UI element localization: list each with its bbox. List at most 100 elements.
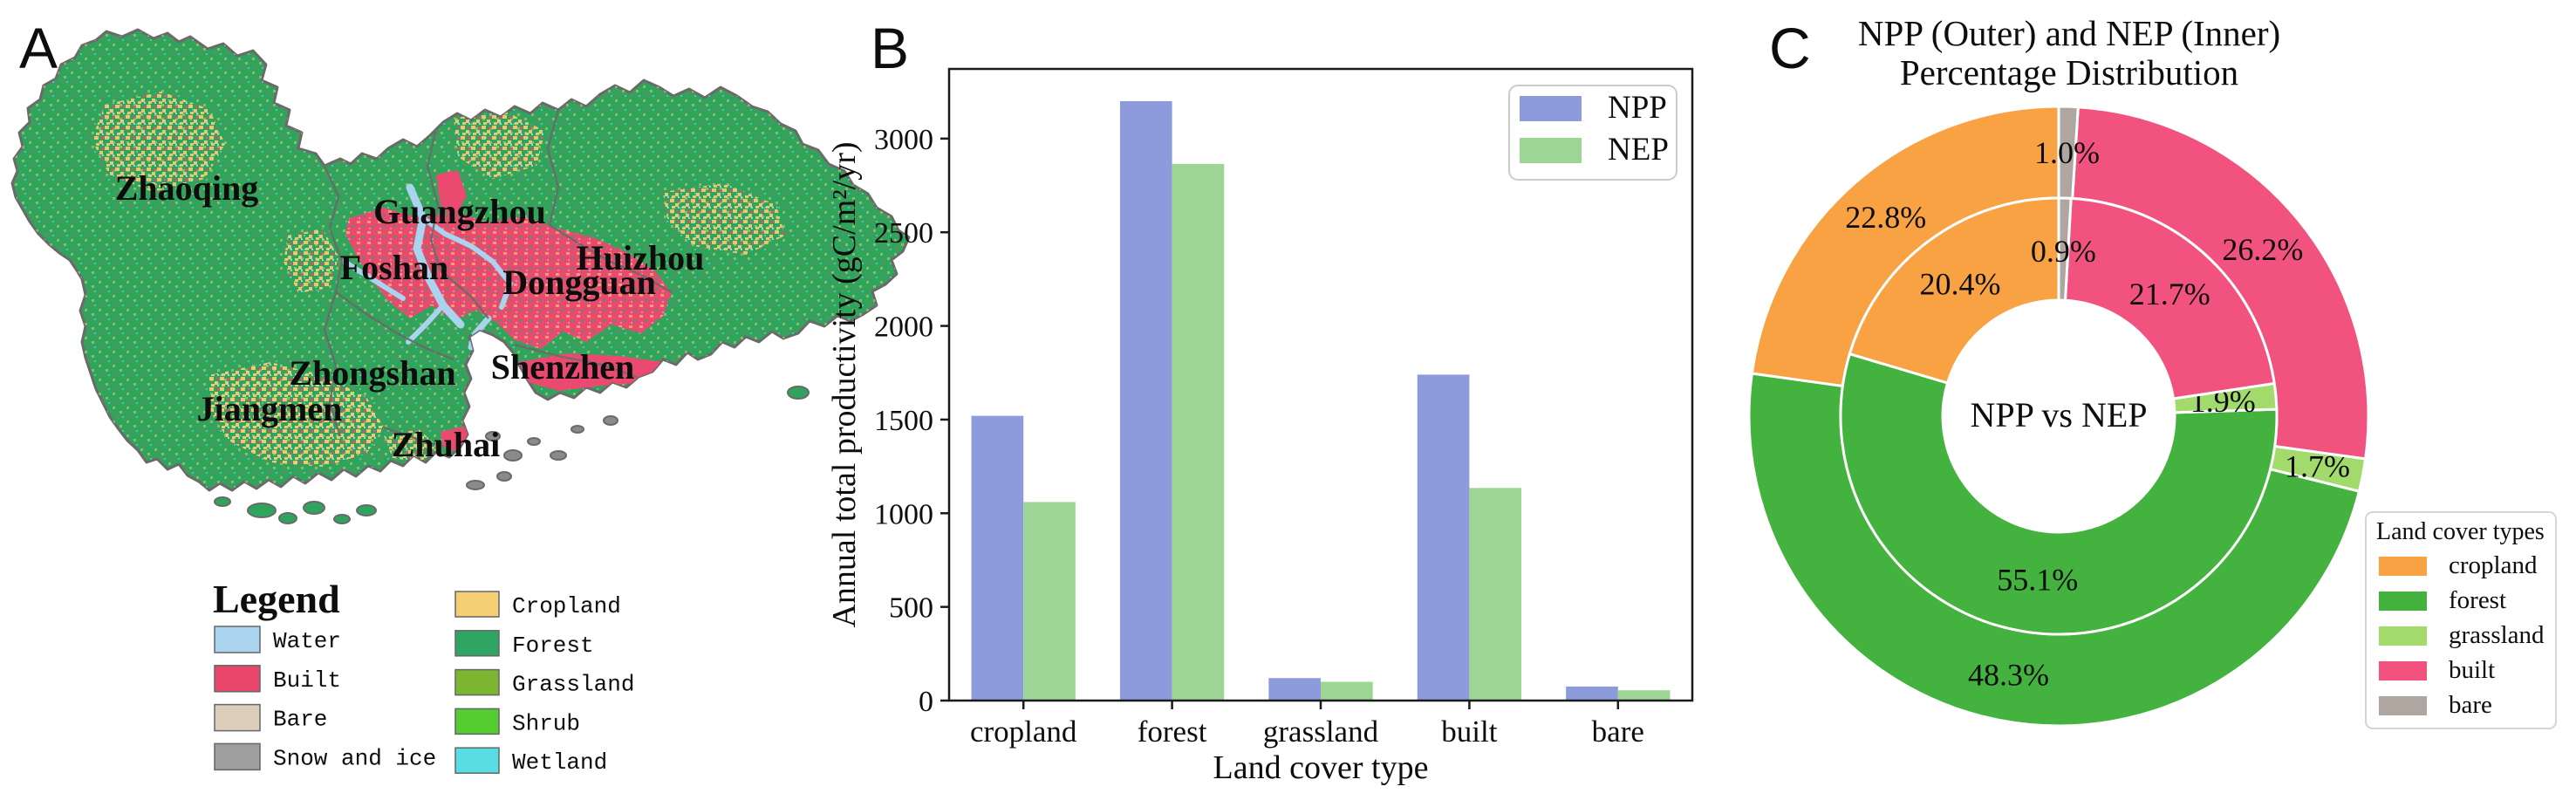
y-tick-label: 1500 <box>874 405 933 437</box>
cropland-patch <box>92 92 225 192</box>
donut-inner-pct-built: 21.7% <box>2129 277 2210 311</box>
y-tick-label: 2000 <box>874 311 933 344</box>
x-tick-label-built: built <box>1441 715 1497 749</box>
donut-outer-pct-cropland: 22.8% <box>1845 200 1926 235</box>
donut-legend-label-forest: forest <box>2449 586 2506 614</box>
cropland-patch <box>284 229 338 293</box>
donut-title-line2: Percentage Distribution <box>1900 52 2238 92</box>
legend-label: Snow and ice <box>273 745 436 771</box>
y-tick-label: 500 <box>889 592 933 625</box>
donut-legend-label-built: built <box>2449 656 2495 684</box>
map-legend-title: Legend <box>213 577 340 621</box>
x-axis-title: Land cover type <box>1213 749 1429 786</box>
donut-legend-swatch-cropland <box>2379 557 2427 576</box>
panel-b-letter: B <box>871 16 909 80</box>
donut-inner-segment-forest <box>1839 352 2279 636</box>
x-tick-label-forest: forest <box>1138 715 1207 749</box>
built-area <box>436 170 467 218</box>
cropland-patch <box>454 112 545 179</box>
donut-outer-pct-bare: 1.0% <box>2034 135 2100 170</box>
city-label-huizhou: Huizhou <box>577 238 705 277</box>
y-axis-title: Annual total productivity (gC/m²/yr) <box>829 141 863 627</box>
y-tick-label: 2500 <box>874 217 933 250</box>
panel-c-donut-chart: C NPP (Outer) and NEP (Inner) Percentage… <box>1745 0 2576 807</box>
x-tick-label-grassland: grassland <box>1263 715 1379 749</box>
donut-legend-label-cropland: cropland <box>2449 551 2538 579</box>
city-label-zhaoqing: Zhaoqing <box>115 168 259 208</box>
plot-frame <box>947 67 1694 702</box>
river-channels <box>342 183 514 351</box>
legend-label: Grassland <box>512 672 634 698</box>
panel-a-map: Zhaoqing Guangzhou Huizhou Foshan Dongguan Zh… <box>0 0 925 807</box>
city-label-jiangmen: Jiangmen <box>197 389 343 428</box>
city-label-foshan: Foshan <box>340 248 449 287</box>
legend-label: Wetland <box>512 749 607 776</box>
panel-b-bar-chart: B 0 500 1000 1500 2000 2500 3000 cropland forest… <box>829 0 1747 807</box>
donut-inner-pct-forest: 55.1% <box>1997 562 2078 597</box>
legend-swatch-snow-and-ice <box>214 742 261 771</box>
city-label-dongguan: Dongguan <box>502 263 656 302</box>
legend-swatch-built <box>214 665 261 693</box>
legend-swatch-grassland <box>454 668 500 696</box>
legend-label: Shrub <box>512 710 580 736</box>
cropland-patch <box>663 183 785 255</box>
city-label-zhuhai: Zhuhai <box>392 425 501 464</box>
city-boundaries <box>323 109 673 448</box>
bar-npp-grassland <box>1268 678 1321 701</box>
legend-label: Cropland <box>512 593 621 619</box>
cropland-patch <box>384 429 436 462</box>
donut-inner-segment-cropland <box>1848 196 2060 385</box>
cropland-patch <box>209 362 384 467</box>
donut-outer-pct-built: 26.2% <box>2222 232 2303 267</box>
bar-nep-cropland <box>1023 502 1076 701</box>
bar-npp-cropland <box>971 415 1024 701</box>
bar-legend-label-npp: NPP <box>1608 90 1667 126</box>
bar-nep-bare <box>1617 690 1671 701</box>
bar-nep-forest <box>1172 163 1225 701</box>
legend-swatch-bare <box>214 703 261 732</box>
legend-label: Forest <box>512 633 594 659</box>
bar-npp-built <box>1417 374 1470 701</box>
bar-legend-label-nep: NEP <box>1608 132 1669 168</box>
y-tick-label: 0 <box>919 686 933 718</box>
donut-legend-label-grassland: grassland <box>2449 621 2545 649</box>
legend-swatch-shrub <box>454 708 500 735</box>
donut-legend-swatch-built <box>2379 661 2427 680</box>
legend-swatch-wetland <box>454 747 500 774</box>
donut-legend-swatch-bare <box>2379 696 2427 715</box>
city-label-zhongshan: Zhongshan <box>289 353 455 393</box>
donut-inner-segment-bare <box>2057 196 2073 302</box>
bar-npp-bare <box>1566 686 1618 701</box>
donut-inner-pct-cropland: 20.4% <box>1919 267 2000 302</box>
donut-inner-pct-bare: 0.9% <box>2031 234 2096 269</box>
islands <box>214 386 810 524</box>
bar-nep-built <box>1469 488 1522 701</box>
donut-inner-segment-built <box>2064 196 2276 400</box>
city-label-guangzhou: Guangzhou <box>373 192 546 231</box>
legend-label: Built <box>273 667 341 694</box>
donut-legend-title: Land cover types <box>2376 518 2545 545</box>
donut-legend-swatch-grassland <box>2379 626 2427 646</box>
donut-legend-label-bare: bare <box>2449 691 2492 719</box>
bar-nep-grassland <box>1321 681 1373 701</box>
legend-label: Bare <box>273 707 327 733</box>
donut-outer-pct-forest: 48.3% <box>1968 657 2049 692</box>
legend-label: Water <box>273 628 341 654</box>
bar-npp-forest <box>1119 100 1172 701</box>
bar-legend-swatch-nep <box>1520 138 1582 163</box>
y-tick-label: 3000 <box>874 124 933 156</box>
donut-legend-swatch-forest <box>2379 592 2427 611</box>
legend-swatch-cropland <box>454 591 500 618</box>
city-label-shenzhen: Shenzhen <box>491 347 635 386</box>
panel-c-letter: C <box>1769 16 1811 80</box>
donut-center-label: NPP vs NEP <box>1970 395 2147 434</box>
donut-title-line1: NPP (Outer) and NEP (Inner) <box>1858 13 2280 53</box>
legend-swatch-water <box>214 626 261 653</box>
y-tick-label: 1000 <box>874 498 933 530</box>
x-tick-label-cropland: cropland <box>970 715 1077 749</box>
built-area <box>519 353 663 391</box>
legend-swatch-forest <box>454 630 500 657</box>
panel-a-letter: A <box>19 16 58 80</box>
x-tick-label-bare: bare <box>1592 715 1644 749</box>
